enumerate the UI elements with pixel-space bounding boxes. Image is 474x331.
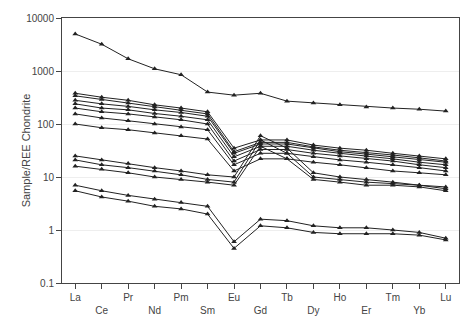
svg-text:1000: 1000: [32, 66, 55, 77]
svg-text:Dy: Dy: [307, 305, 319, 316]
svg-text:Yb: Yb: [413, 305, 426, 316]
svg-text:100: 100: [37, 119, 54, 130]
svg-text:Tb: Tb: [281, 292, 293, 303]
svg-text:Sm: Sm: [200, 305, 215, 316]
svg-text:0.1: 0.1: [40, 278, 54, 289]
svg-text:Tm: Tm: [386, 292, 400, 303]
svg-text:Eu: Eu: [228, 292, 240, 303]
svg-text:Lu: Lu: [440, 292, 451, 303]
svg-text:Pr: Pr: [123, 292, 134, 303]
svg-text:10000: 10000: [26, 13, 54, 24]
svg-text:Pm: Pm: [174, 292, 189, 303]
svg-text:Sample/REE Chondrite: Sample/REE Chondrite: [20, 94, 32, 208]
svg-text:Er: Er: [361, 305, 372, 316]
svg-text:Ho: Ho: [334, 292, 347, 303]
svg-text:Nd: Nd: [148, 305, 161, 316]
svg-text:Ce: Ce: [95, 305, 108, 316]
svg-text:1: 1: [48, 225, 54, 236]
svg-text:Gd: Gd: [254, 305, 267, 316]
svg-text:10: 10: [43, 172, 55, 183]
svg-text:La: La: [70, 292, 82, 303]
